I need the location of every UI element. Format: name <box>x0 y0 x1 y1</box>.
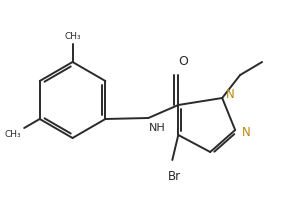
Text: NH: NH <box>149 123 166 133</box>
Text: CH₃: CH₃ <box>64 32 81 41</box>
Text: N: N <box>242 125 251 138</box>
Text: N: N <box>226 87 235 100</box>
Text: CH₃: CH₃ <box>4 130 21 139</box>
Text: Br: Br <box>168 170 181 183</box>
Text: O: O <box>178 55 188 68</box>
